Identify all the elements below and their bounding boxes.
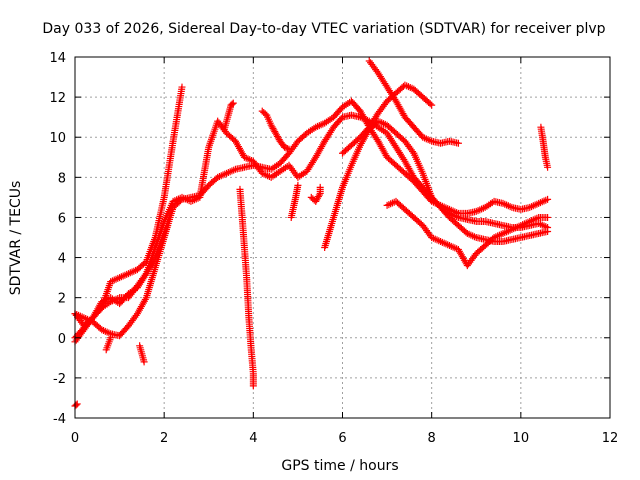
y-tick-labels: -4 -2 0 2 4 6 8 10 12 14 xyxy=(49,51,66,427)
series-fragment-9 xyxy=(102,334,115,354)
y-tick-label: 4 xyxy=(58,252,66,267)
plus-marker xyxy=(315,191,323,199)
plus-marker xyxy=(426,100,434,108)
x-axis-label: GPS time / hours xyxy=(281,458,398,474)
series-fragment-3 xyxy=(258,107,293,153)
axis-ticks xyxy=(74,56,611,419)
x-tick-label: 12 xyxy=(602,431,619,446)
plus-marker xyxy=(544,163,552,171)
plus-marker xyxy=(409,148,417,156)
data-points xyxy=(71,57,552,410)
x-tick-label: 8 xyxy=(428,431,436,446)
series-track-g xyxy=(365,57,462,147)
plus-marker xyxy=(281,143,289,151)
y-tick-label: 2 xyxy=(58,292,66,307)
plus-marker xyxy=(544,213,552,221)
plus-marker xyxy=(169,203,177,211)
y-tick-label: -2 xyxy=(53,372,66,387)
y-tick-label: 10 xyxy=(49,131,66,146)
plus-marker xyxy=(140,358,148,366)
series-fragment-8 xyxy=(71,400,81,410)
series-fragment-2 xyxy=(220,99,237,133)
y-tick-label: -4 xyxy=(53,412,66,427)
x-tick-label: 2 xyxy=(160,431,168,446)
series-track-h xyxy=(383,197,552,270)
y-tick-label: 6 xyxy=(58,211,66,226)
x-tick-label: 4 xyxy=(249,431,257,446)
y-tick-label: 0 xyxy=(58,332,66,347)
plus-marker xyxy=(228,100,236,108)
plus-marker xyxy=(284,145,292,153)
plus-marker xyxy=(72,401,80,409)
series-track-e xyxy=(321,117,552,252)
x-tick-label: 0 xyxy=(71,431,79,446)
series-track-d xyxy=(71,203,177,340)
plus-marker xyxy=(544,227,552,235)
plus-marker xyxy=(178,83,186,91)
series-track-c xyxy=(71,83,186,346)
plus-marker xyxy=(294,181,302,189)
plus-marker xyxy=(428,101,436,109)
plus-marker xyxy=(132,311,140,319)
series-fragment-1 xyxy=(236,185,257,390)
chart-title: Day 033 of 2026, Sidereal Day-to-day VTE… xyxy=(42,21,605,37)
plus-marker xyxy=(282,144,290,152)
y-axis-label: SDTVAR / TECUs xyxy=(8,181,24,296)
plus-marker xyxy=(285,145,293,153)
series-fragment-6 xyxy=(136,342,148,366)
series-fragment-7 xyxy=(537,123,552,171)
y-tick-label: 12 xyxy=(49,91,66,106)
plus-marker xyxy=(454,139,462,147)
series-track-a xyxy=(71,111,552,330)
plus-marker xyxy=(141,271,149,279)
x-tick-labels: 0 2 4 6 8 10 12 xyxy=(71,431,618,446)
x-tick-label: 6 xyxy=(338,431,346,446)
plus-marker xyxy=(229,99,237,107)
plus-marker xyxy=(107,334,115,342)
x-tick-label: 10 xyxy=(513,431,530,446)
y-tick-label: 8 xyxy=(58,171,66,186)
series-fragment-5 xyxy=(307,183,324,205)
plus-marker xyxy=(249,382,257,390)
plus-marker xyxy=(316,183,324,191)
series-fragment-4 xyxy=(287,181,302,221)
plus-marker xyxy=(544,195,552,203)
y-tick-label: 14 xyxy=(49,51,66,66)
